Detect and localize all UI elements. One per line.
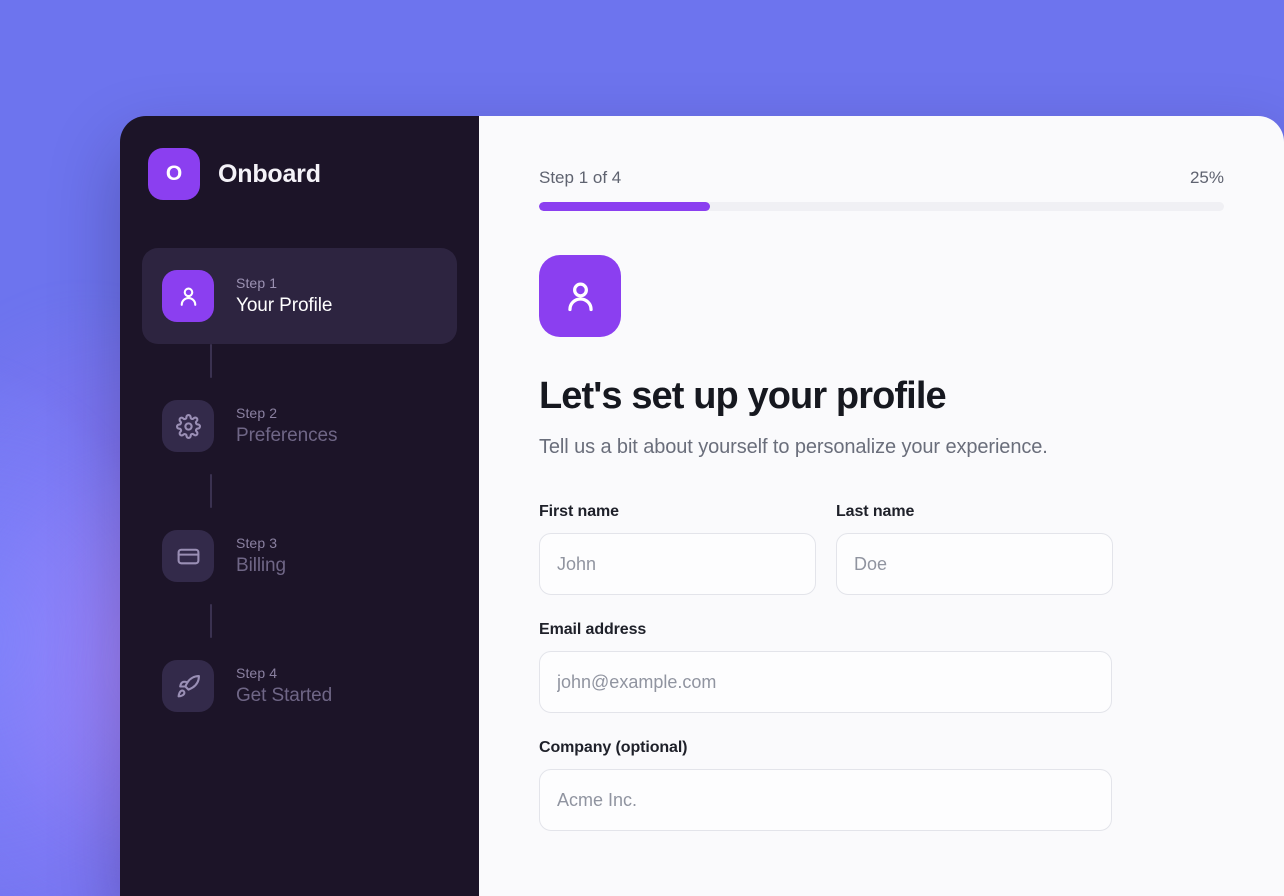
last-name-input[interactable]	[836, 533, 1113, 595]
sidebar-item-preferences[interactable]: Step 2 Preferences	[142, 378, 457, 474]
company-field: Company (optional)	[539, 739, 1112, 831]
last-name-field: Last name	[836, 503, 1113, 595]
step-navigation: Step 1 Your Profile Step 2 Preferences	[120, 248, 479, 734]
app-card: O Onboard Step 1 Your Profile	[120, 116, 1284, 896]
sidebar-item-text: Step 3 Billing	[236, 535, 286, 577]
brand: O Onboard	[120, 148, 479, 200]
rocket-icon	[162, 660, 214, 712]
gear-icon	[162, 400, 214, 452]
last-name-label: Last name	[836, 503, 915, 520]
email-label: Email address	[539, 621, 647, 638]
first-name-field: First name	[539, 503, 816, 595]
sidebar-item-billing[interactable]: Step 3 Billing	[142, 508, 457, 604]
credit-card-icon	[162, 530, 214, 582]
sidebar-item-text: Step 2 Preferences	[236, 405, 337, 447]
progress-header: Step 1 of 4 25%	[539, 168, 1224, 188]
sidebar-item-label: Get Started	[236, 685, 333, 706]
page-subtitle: Tell us a bit about yourself to personal…	[539, 436, 1048, 458]
main-content: Step 1 of 4 25% Let's set up your profil…	[479, 116, 1284, 896]
email-field: Email address	[539, 621, 1112, 713]
sidebar-item-kicker: Step 3	[236, 535, 278, 551]
brand-logo-badge: O	[148, 148, 200, 200]
sidebar: O Onboard Step 1 Your Profile	[120, 116, 479, 896]
progress-bar-fill	[539, 202, 711, 211]
email-field-row: Email address	[539, 621, 1224, 713]
user-icon	[162, 270, 214, 322]
sidebar-item-text: Step 4 Get Started	[236, 665, 332, 707]
sidebar-item-your-profile[interactable]: Step 1 Your Profile	[142, 248, 457, 344]
sidebar-item-kicker: Step 1	[236, 275, 278, 291]
brand-name: Onboard	[218, 159, 321, 188]
first-name-label: First name	[539, 503, 619, 520]
progress-step-label: Step 1 of 4	[539, 168, 622, 187]
sidebar-item-kicker: Step 2	[236, 405, 278, 421]
profile-form: First name Last name Email address Compa…	[539, 503, 1224, 831]
step-connector	[210, 344, 212, 378]
sidebar-item-get-started[interactable]: Step 4 Get Started	[142, 638, 457, 734]
progress-percent-label: 25%	[1189, 168, 1224, 187]
sidebar-item-label: Preferences	[236, 425, 338, 446]
sidebar-item-kicker: Step 4	[236, 665, 278, 681]
company-field-row: Company (optional)	[539, 739, 1224, 831]
step-connector	[210, 604, 212, 638]
user-icon	[539, 255, 621, 337]
sidebar-item-label: Your Profile	[236, 295, 333, 316]
sidebar-item-text: Step 1 Your Profile	[236, 275, 332, 317]
first-name-input[interactable]	[539, 533, 816, 595]
email-input[interactable]	[539, 651, 1112, 713]
step-connector	[210, 474, 212, 508]
progress-bar	[539, 202, 1224, 211]
company-input[interactable]	[539, 769, 1112, 831]
sidebar-item-label: Billing	[236, 555, 286, 576]
company-label: Company (optional)	[539, 739, 688, 756]
name-field-row: First name Last name	[539, 503, 1224, 595]
page-title: Let's set up your profile	[539, 375, 947, 417]
